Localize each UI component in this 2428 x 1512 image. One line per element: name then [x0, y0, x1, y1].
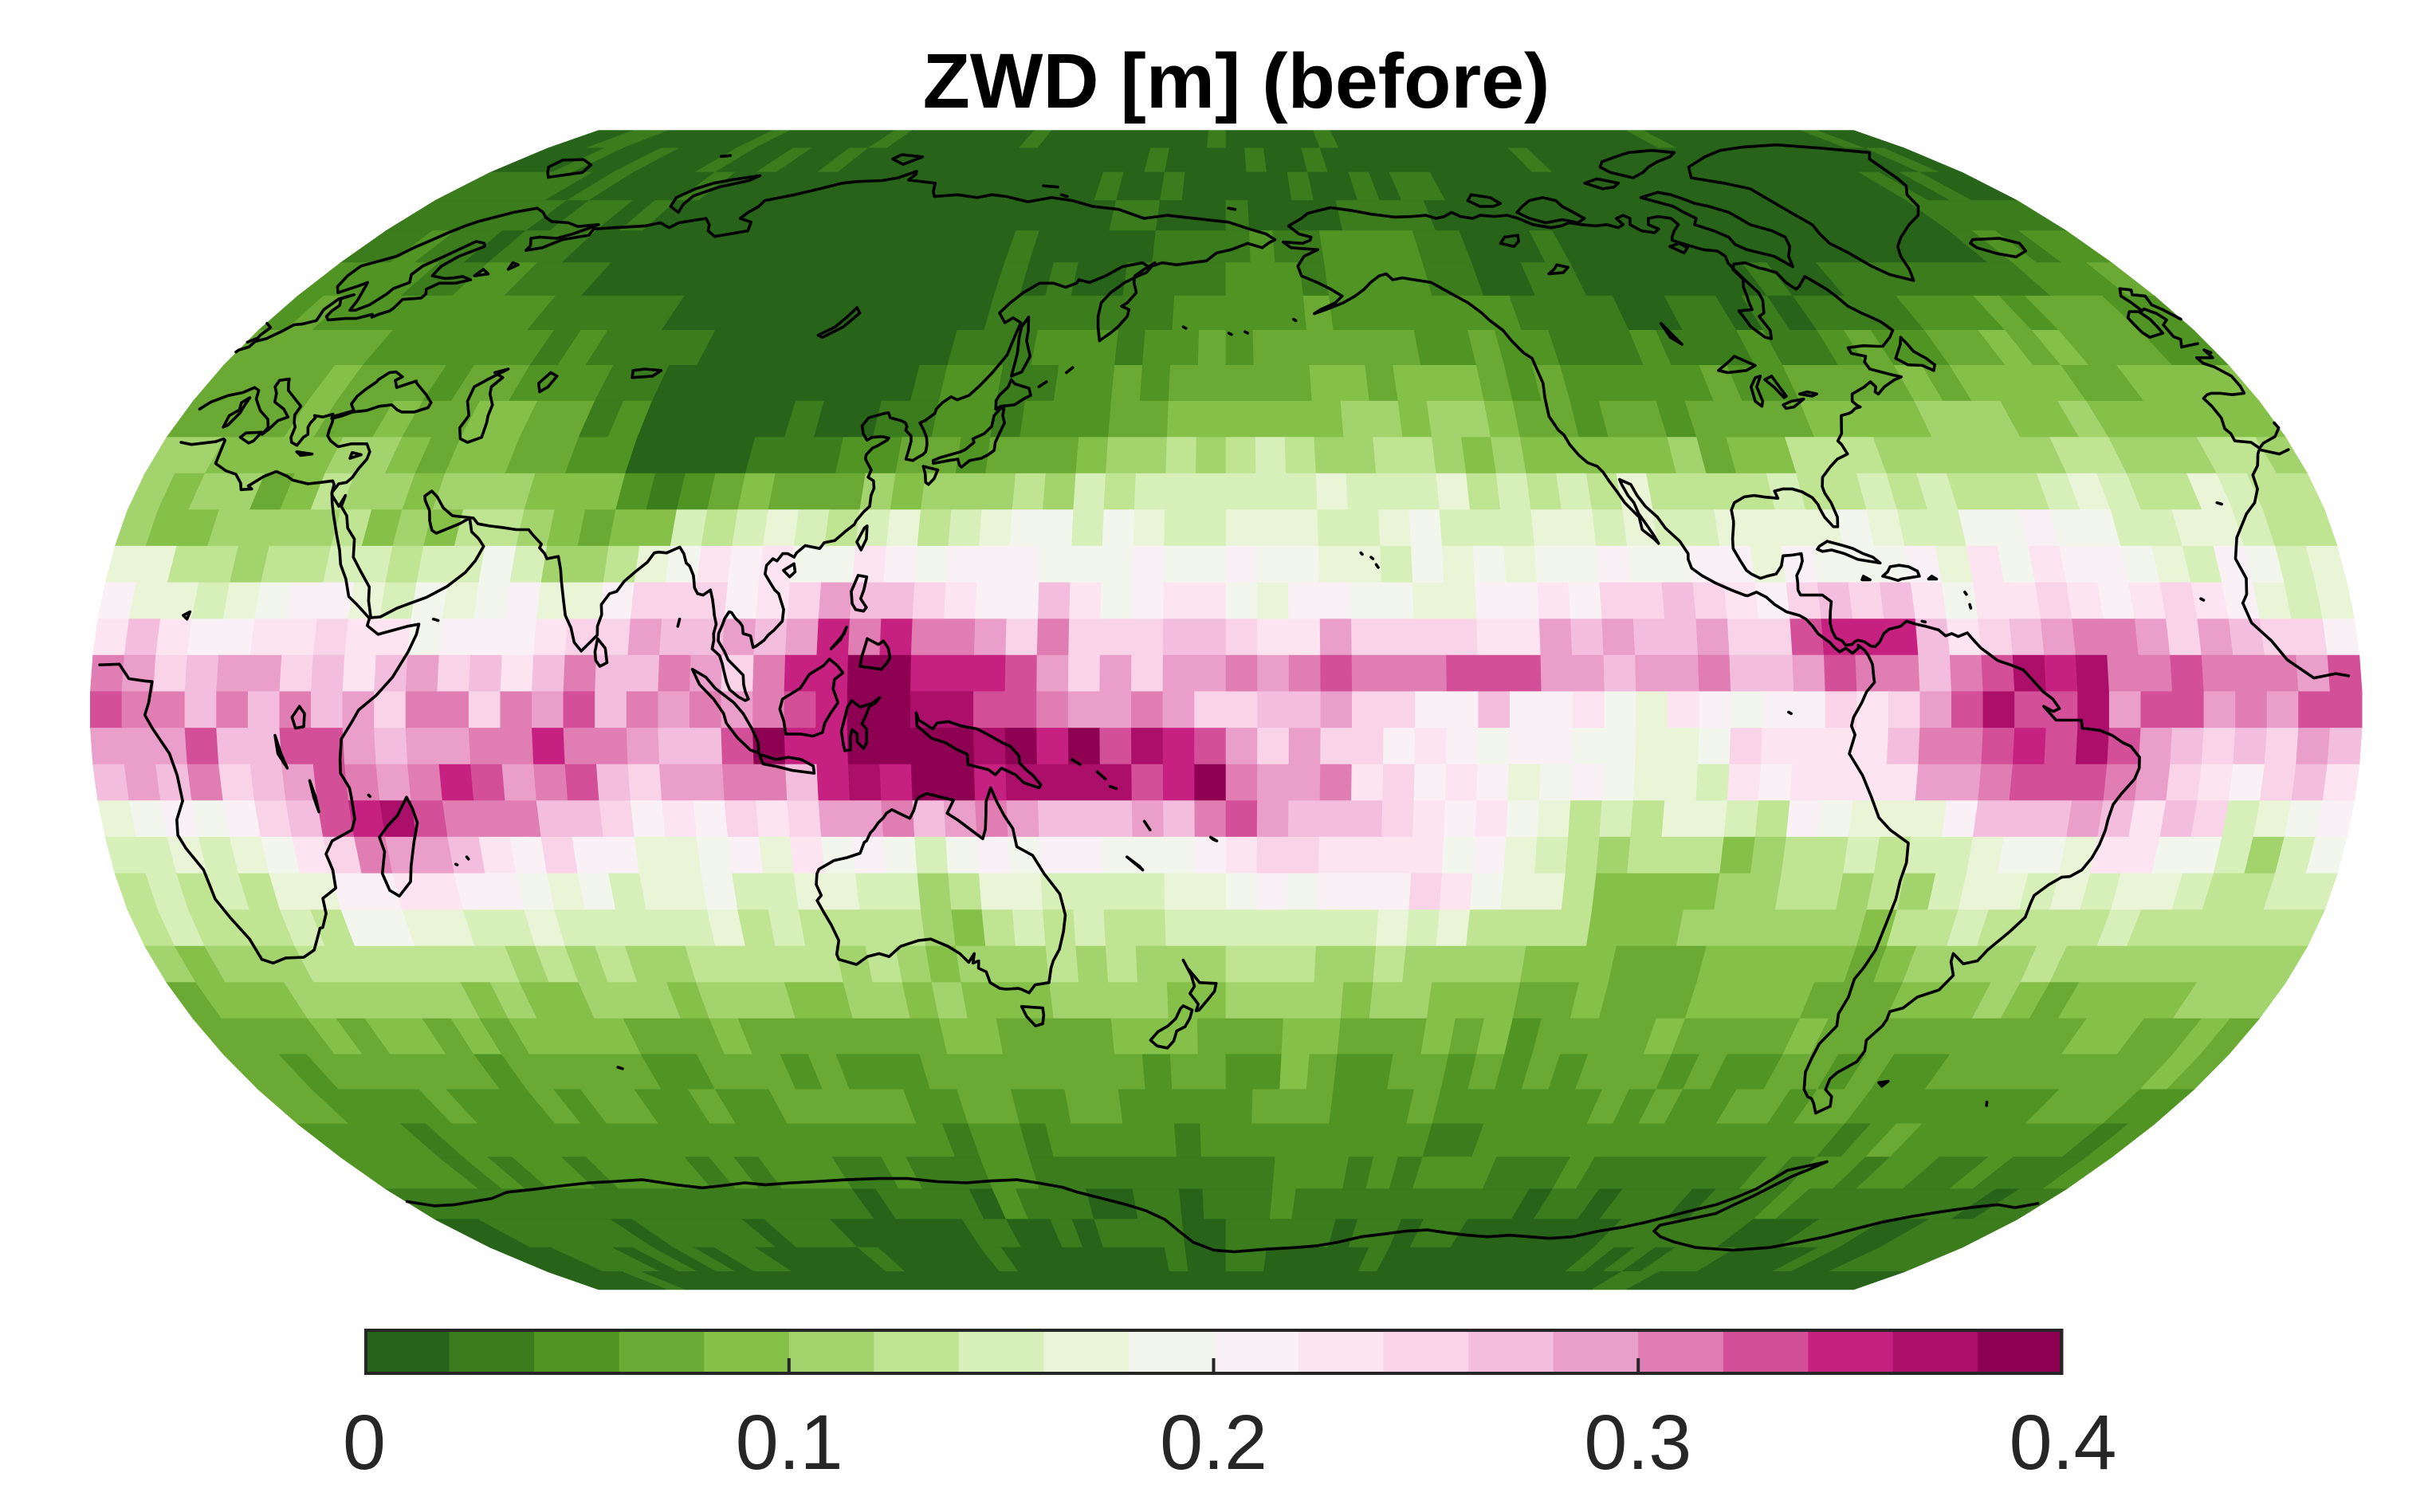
svg-text:0: 0 [343, 1399, 386, 1486]
svg-text:0.2: 0.2 [1160, 1399, 1267, 1486]
svg-text:0.3: 0.3 [1584, 1399, 1691, 1486]
svg-text:0.1: 0.1 [736, 1399, 843, 1486]
svg-text:0.4: 0.4 [2010, 1399, 2117, 1486]
svg-text:ZWD [m] (before): ZWD [m] (before) [923, 37, 1550, 124]
